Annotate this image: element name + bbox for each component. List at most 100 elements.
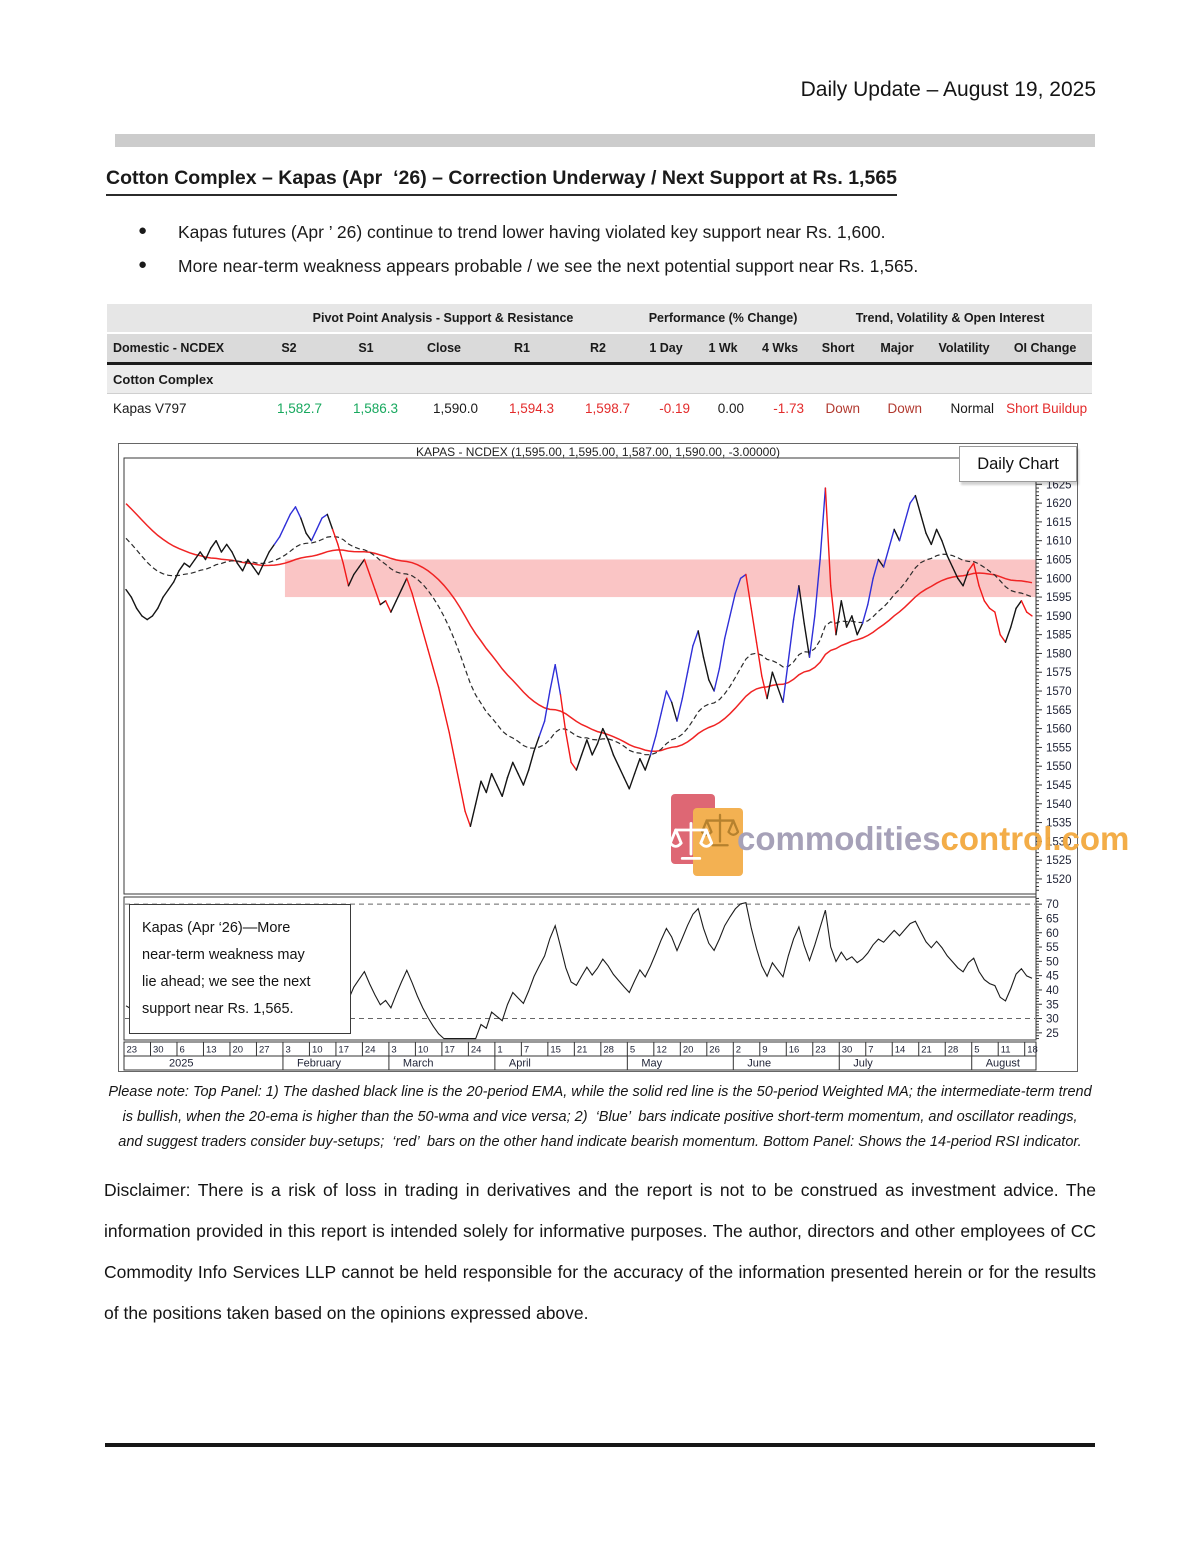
table-cell-2: 1,590.0 [432,400,478,416]
svg-text:30: 30 [1046,1014,1059,1026]
svg-text:28: 28 [948,1045,959,1056]
col-volatility: Volatility [930,333,1003,365]
svg-text:7: 7 [524,1045,529,1056]
svg-text:1520: 1520 [1046,874,1072,886]
bullet-item: ● Kapas futures (Apr ’ 26) continue to tr… [138,222,1068,243]
svg-text:7: 7 [868,1045,873,1056]
svg-text:12: 12 [656,1045,667,1056]
group-header-pivot: Pivot Point Analysis - Support & Resista… [252,304,639,334]
svg-text:24: 24 [365,1045,376,1056]
svg-text:60: 60 [1046,928,1059,940]
col-s2: S2 [252,333,330,365]
section-title: Cotton Complex – Kapas (Apr ‘26) – Corre… [106,167,898,196]
table-cell-9: Down [887,400,923,416]
svg-text:28: 28 [603,1045,614,1056]
footnote-line: and suggest traders consider buy-setups;… [118,1134,1082,1150]
chart-footnote: Please note: Top Panel: 1) The dashed bl… [104,1080,1096,1155]
table-cell-11: Short Buildup [1006,400,1088,416]
svg-text:1545: 1545 [1046,780,1072,792]
svg-text:17: 17 [444,1045,455,1056]
footer-rule [105,1443,1095,1447]
table-group-header-row: Pivot Point Analysis - Support & Resista… [107,304,1093,334]
table-column-header-row: Domestic - NCDEX S2 S1 Close R1 R2 1 Day… [107,333,1093,365]
svg-text:1625: 1625 [1046,479,1072,491]
svg-text:70: 70 [1046,899,1059,911]
svg-text:16: 16 [789,1045,800,1056]
svg-text:July: July [853,1058,873,1070]
svg-text:24: 24 [471,1045,482,1056]
watermark-text-orange: control.com [940,820,1130,857]
col-1day: 1 Day [638,333,699,365]
svg-text:45: 45 [1046,971,1059,983]
bullet-icon: ● [138,256,148,273]
svg-text:1555: 1555 [1046,742,1072,754]
svg-text:1615: 1615 [1046,517,1072,529]
balance-scale-icon [669,822,713,860]
table-cell-0: 1,582.7 [276,400,322,416]
svg-text:1595: 1595 [1046,592,1072,604]
footnote-line: Please note: Top Panel: 1) The dashed bl… [108,1084,1092,1100]
svg-text:18: 18 [1027,1045,1038,1056]
daily-chart-badge: Daily Chart [959,446,1077,482]
svg-text:23: 23 [815,1045,826,1056]
col-s1: S1 [330,333,406,365]
col-1wk: 1 Wk [698,333,753,365]
svg-text:1560: 1560 [1046,724,1072,736]
svg-text:50: 50 [1046,956,1059,968]
bullet-icon: ● [138,222,148,239]
svg-text:40: 40 [1046,985,1059,997]
col-4wks: 4 Wks [752,333,813,365]
svg-text:13: 13 [206,1045,217,1056]
svg-text:March: March [403,1058,434,1070]
svg-text:10: 10 [418,1045,429,1056]
table-cell-3: 1,594.3 [508,400,554,416]
chart-title: KAPAS - NCDEX (1,595.00, 1,595.00, 1,587… [415,445,780,459]
svg-text:3: 3 [391,1045,396,1056]
bullet-text: More near-term weakness appears probable… [178,256,919,276]
svg-text:1610: 1610 [1046,536,1072,548]
svg-text:2: 2 [736,1045,741,1056]
svg-text:27: 27 [259,1045,270,1056]
svg-text:1600: 1600 [1046,573,1072,585]
table-row: Kapas V797 1,582.7 1,586.3 1,590.0 1,594… [107,394,1092,423]
svg-text:35: 35 [1046,999,1059,1011]
svg-text:1550: 1550 [1046,761,1072,773]
svg-text:1590: 1590 [1046,611,1072,623]
pivot-analysis-table: Pivot Point Analysis - Support & Resista… [107,304,1093,423]
price-chart-frame: 1520 1525 1530 1535 1540 1545 1550 1555 1560 1565… [118,443,1129,1072]
col-domestic-ncdex: Domestic - NCDEX [107,333,252,365]
svg-text:August: August [986,1058,1020,1070]
svg-text:1535: 1535 [1046,818,1072,830]
col-short: Short [812,333,869,365]
svg-text:1565: 1565 [1046,705,1072,717]
svg-text:9: 9 [762,1045,767,1056]
svg-text:5: 5 [974,1045,979,1056]
svg-text:17: 17 [338,1045,349,1056]
svg-text:65: 65 [1046,913,1059,925]
table-section-row: Cotton Complex [107,363,1093,394]
table-cell-5: -0.19 [659,400,691,416]
col-close: Close [406,333,486,365]
section-row-label: Cotton Complex [107,363,1093,394]
svg-text:1525: 1525 [1046,855,1072,867]
svg-text:14: 14 [895,1045,906,1056]
table-cell-8: Down [825,400,861,416]
svg-text:5: 5 [630,1045,635,1056]
svg-text:30: 30 [842,1045,853,1056]
svg-text:25: 25 [1046,1028,1059,1040]
summary-bullets: ● Kapas futures (Apr ’ 26) continue to tr… [138,222,1068,290]
watermark-text: commoditiescontrol.com [737,820,1129,858]
svg-text:3: 3 [285,1045,290,1056]
bullet-item: ● More near-term weakness appears probabl… [138,256,1068,277]
chart-annotation-box: Kapas (Apr ‘26)—More near-term weakness … [129,904,351,1034]
svg-text:55: 55 [1046,942,1059,954]
svg-text:1605: 1605 [1046,554,1072,566]
svg-text:26: 26 [709,1045,720,1056]
svg-text:1570: 1570 [1046,686,1072,698]
svg-text:20: 20 [683,1045,694,1056]
svg-text:21: 21 [921,1045,932,1056]
col-r1: R1 [486,333,562,365]
col-r2: R2 [562,333,639,365]
table-cell-4: 1,598.7 [585,400,631,416]
